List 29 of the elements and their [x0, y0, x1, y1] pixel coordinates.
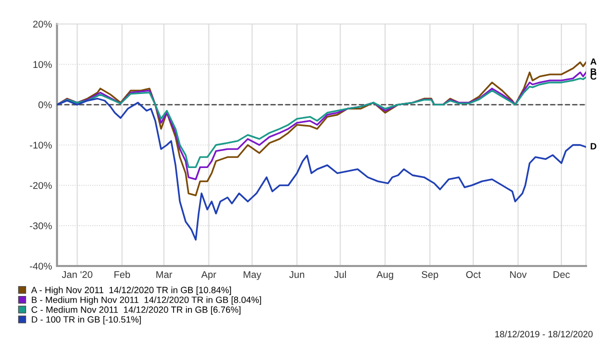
legend-label: B - Medium High Nov 2011 14/12/2020 TR in GB [8.04%]	[32, 296, 262, 305]
annotation: A	[590, 58, 596, 65]
legend-label: C - Medium Nov 2011 14/12/2020 TR in GB [6.76%]	[32, 306, 240, 315]
y-tick-label: 10%	[33, 61, 52, 68]
text: 18/12/2019 - 18/12/2020	[495, 330, 593, 338]
line-series	[57, 61, 586, 196]
y-tick-label: -40%	[30, 262, 52, 270]
legend-label: D - 100 TR in GB [-10.51%]	[32, 316, 141, 324]
x-tick-label: Oct	[466, 271, 481, 278]
y-tick-label: 20%	[33, 20, 52, 28]
line-series	[57, 76, 586, 168]
x-tick-label: Sep	[422, 271, 438, 280]
x-tick-label: Nov	[510, 271, 527, 278]
x-tick-label: Dec	[554, 271, 570, 278]
y-tick-label: -30%	[30, 222, 52, 230]
y-tick-label: -10%	[30, 142, 52, 149]
x-tick-label: May	[244, 271, 262, 280]
annotation: D	[590, 143, 596, 150]
y-tick-label: -20%	[30, 182, 52, 189]
x-tick-label: Jul	[334, 270, 346, 278]
x-tick-label: Apr	[201, 271, 216, 280]
legend-label: A - High Nov 2011 14/12/2020 TR in GB [10.84%]	[31, 286, 231, 295]
x-tick-label: Mar	[156, 271, 172, 278]
x-tick-label: Aug	[376, 271, 394, 280]
x-tick-label: Feb	[114, 270, 130, 278]
x-tick-label: Jun	[289, 271, 304, 278]
x-tick-label: Jan '20	[62, 271, 92, 278]
line-series	[57, 98, 586, 241]
y-tick-label: 0%	[38, 101, 52, 108]
